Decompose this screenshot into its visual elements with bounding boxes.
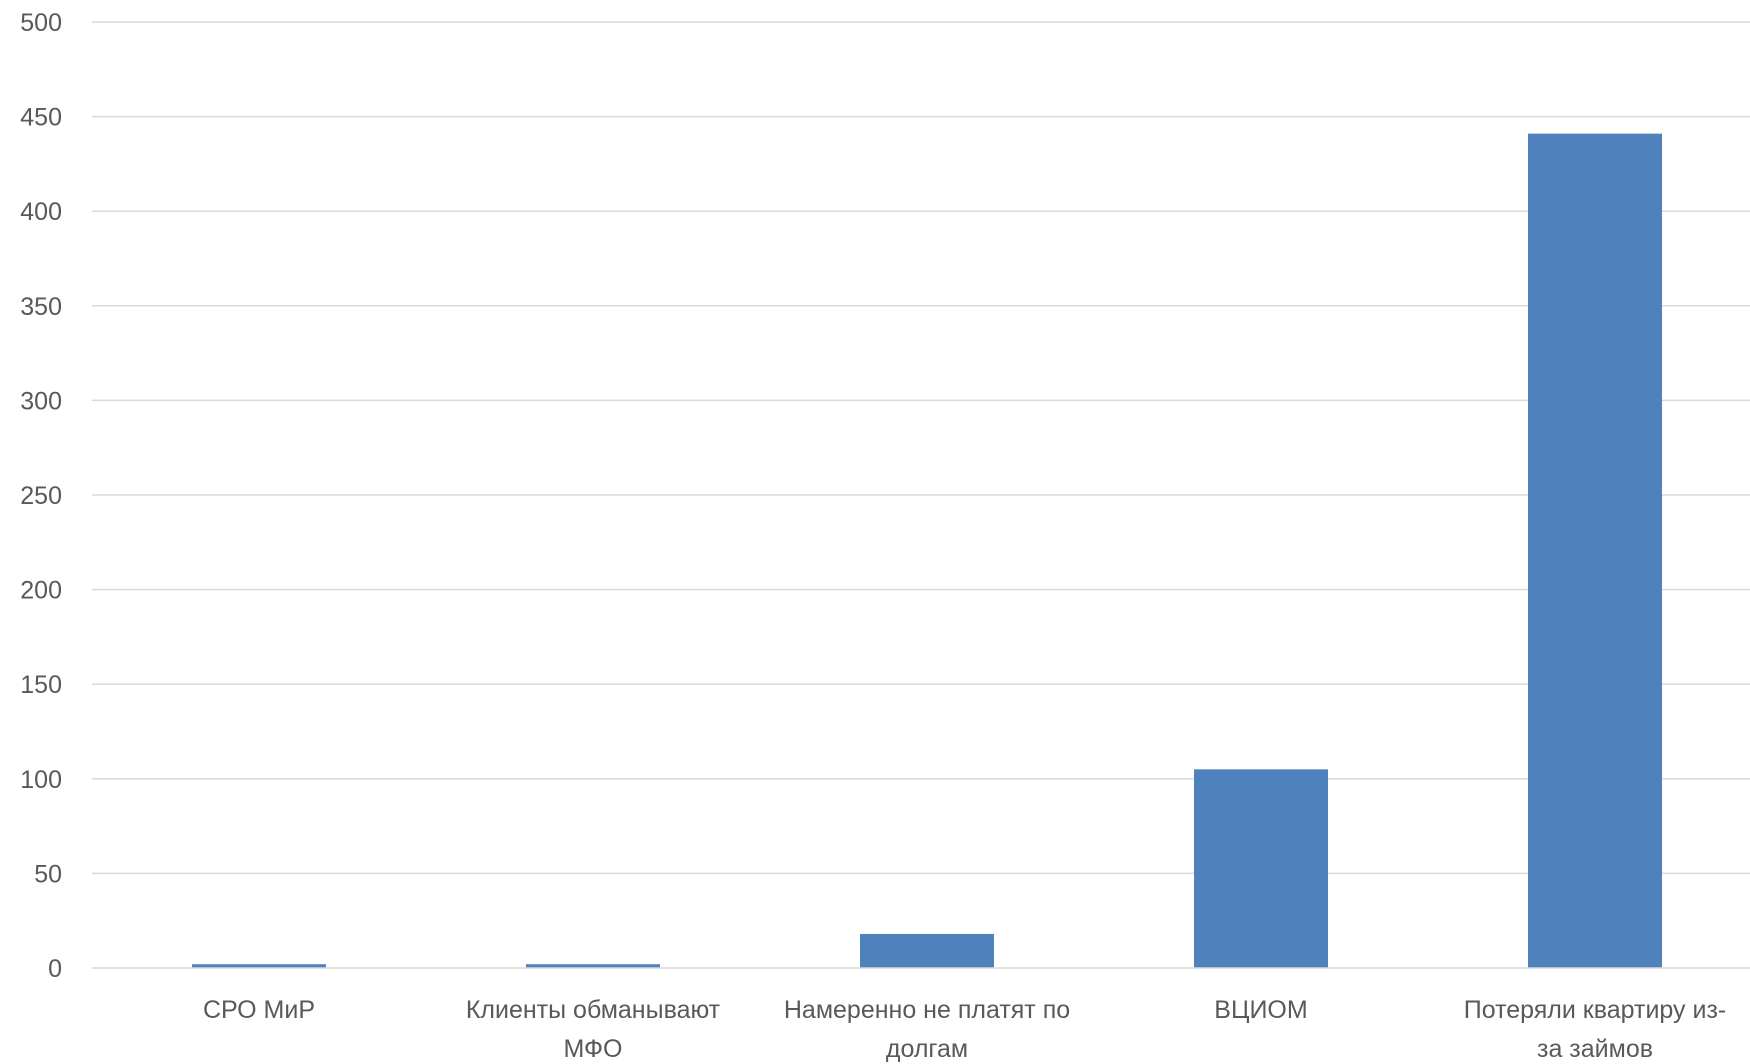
x-category-label: Намеренно не платят по xyxy=(784,996,1070,1024)
x-category-label: Потеряли квартиру из- xyxy=(1464,996,1727,1024)
x-category-label: СРО МиР xyxy=(203,996,315,1024)
y-tick-label: 450 xyxy=(20,104,62,132)
y-tick-label: 100 xyxy=(20,766,62,794)
gridlines xyxy=(92,21,1750,875)
bars xyxy=(192,133,1662,969)
y-tick-label: 500 xyxy=(20,9,62,37)
x-category-label: МФО xyxy=(564,1035,623,1063)
bar xyxy=(1528,133,1662,969)
y-tick-label: 300 xyxy=(20,387,62,415)
bar xyxy=(860,933,994,968)
bar xyxy=(192,964,326,968)
y-tick-label: 150 xyxy=(20,671,62,699)
y-axis-tick-labels: 0 50 100 150 200 250 300 350 400 450 500 xyxy=(20,9,62,983)
x-category-label: ВЦИОМ xyxy=(1214,996,1307,1024)
bar xyxy=(1194,769,1328,968)
x-category-label: за займов xyxy=(1537,1035,1653,1063)
y-tick-label: 0 xyxy=(48,955,62,983)
bar xyxy=(526,964,660,968)
x-axis-category-labels: СРО МиР Клиенты обманывают МФО Намеренно не… xyxy=(203,996,1726,1063)
x-category-label: Клиенты обманывают xyxy=(466,996,721,1024)
x-category-label: долгам xyxy=(886,1035,968,1063)
y-tick-label: 400 xyxy=(20,198,62,226)
y-tick-label: 50 xyxy=(34,860,62,888)
y-tick-label: 200 xyxy=(20,577,62,605)
y-tick-label: 250 xyxy=(20,482,62,510)
y-tick-label: 350 xyxy=(20,293,62,321)
